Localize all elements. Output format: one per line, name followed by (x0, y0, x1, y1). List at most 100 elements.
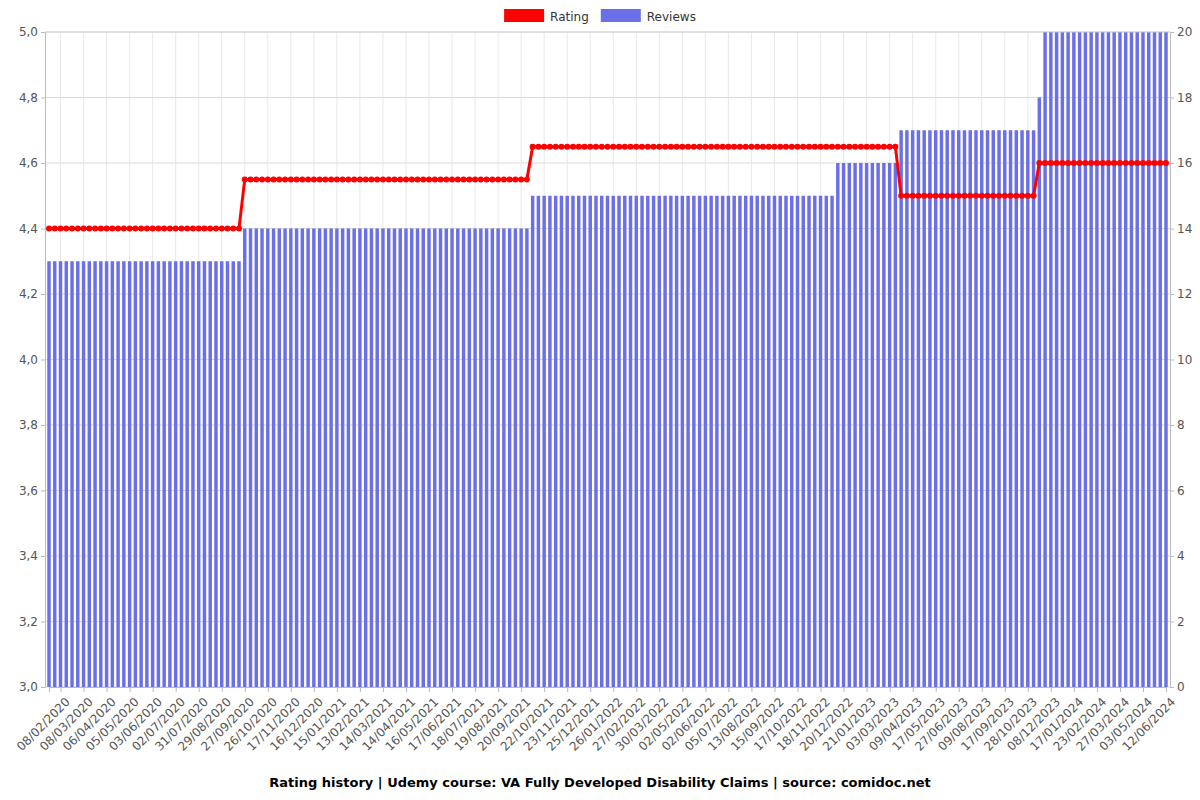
bar (917, 130, 920, 687)
point (990, 193, 996, 199)
point (219, 226, 225, 232)
bar (1112, 32, 1115, 687)
point (1059, 160, 1065, 166)
bar (1038, 98, 1041, 688)
point (472, 176, 478, 182)
point (754, 144, 760, 150)
point (674, 144, 680, 150)
y2-tick-mark (1170, 425, 1174, 426)
bar (312, 229, 315, 688)
bar (1049, 32, 1052, 687)
bar (393, 229, 396, 688)
bar (871, 163, 874, 687)
point (1071, 160, 1077, 166)
point (668, 144, 674, 150)
axis-line (1171, 33, 1175, 688)
bar (796, 196, 799, 687)
bar (191, 261, 194, 687)
bar (974, 130, 977, 687)
x-tick-mark (84, 687, 85, 692)
point (115, 226, 121, 232)
point (789, 144, 795, 150)
bar (934, 130, 937, 687)
point (443, 176, 449, 182)
point (518, 176, 524, 182)
y2-tick-label: 2 (1177, 615, 1185, 629)
bar (755, 196, 758, 687)
x-tick-mark (107, 687, 108, 692)
bar (105, 261, 108, 687)
bar (802, 196, 805, 687)
y2-tick-mark (1170, 622, 1174, 623)
bar (761, 196, 764, 687)
point (294, 176, 300, 182)
bar (992, 130, 995, 687)
bar (571, 196, 574, 687)
plot-marks (46, 32, 1169, 687)
bar (658, 196, 661, 687)
grid-line-y (45, 32, 1170, 33)
x-tick-mark (429, 687, 430, 692)
point (357, 176, 363, 182)
point (196, 226, 202, 232)
point (944, 193, 950, 199)
point (230, 226, 236, 232)
bar (698, 196, 701, 687)
bar (779, 196, 782, 687)
point (380, 176, 386, 182)
point (985, 193, 991, 199)
bar (364, 229, 367, 688)
point (610, 144, 616, 150)
point (864, 144, 870, 150)
point (541, 144, 547, 150)
bar (278, 229, 281, 688)
y2-tick-mark (1170, 229, 1174, 230)
point (881, 144, 887, 150)
bar (750, 196, 753, 687)
y2-tick-mark (1170, 163, 1174, 164)
point (63, 226, 69, 232)
bar-series (47, 32, 1167, 687)
bar (560, 196, 563, 687)
point (86, 226, 92, 232)
y2-tick: 8 (1170, 418, 1185, 432)
legend-item: Rating (504, 9, 589, 24)
point (639, 144, 645, 150)
y-tick-label: 3,2 (19, 615, 38, 629)
bar (842, 163, 845, 687)
bar (882, 163, 885, 687)
bar (1055, 32, 1058, 687)
bar (358, 229, 361, 688)
bar (715, 196, 718, 687)
y2-axis: 02468101214161820 (1170, 25, 1192, 694)
point (449, 176, 455, 182)
y-tick-label: 4,0 (19, 353, 38, 367)
bar (922, 130, 925, 687)
bar (197, 261, 200, 687)
bar (986, 130, 989, 687)
y-tick-mark (41, 360, 45, 361)
bar (1130, 32, 1133, 687)
point (178, 226, 184, 232)
x-tick-mark (222, 687, 223, 692)
bar (375, 229, 378, 688)
x-tick-mark (682, 687, 683, 692)
point (1157, 160, 1163, 166)
point (127, 226, 133, 232)
point (875, 144, 881, 150)
bar (162, 261, 165, 687)
point (967, 193, 973, 199)
y-tick: 5,0 (19, 25, 45, 39)
bar (721, 196, 724, 687)
bar (445, 229, 448, 688)
y-tick-label: 4,8 (19, 91, 38, 105)
bar (491, 229, 494, 688)
bar (76, 261, 79, 687)
point (299, 176, 305, 182)
x-tick-mark (982, 687, 983, 692)
bar (600, 196, 603, 687)
point (501, 176, 507, 182)
bar (208, 261, 211, 687)
bar (825, 196, 828, 687)
bar (387, 229, 390, 688)
